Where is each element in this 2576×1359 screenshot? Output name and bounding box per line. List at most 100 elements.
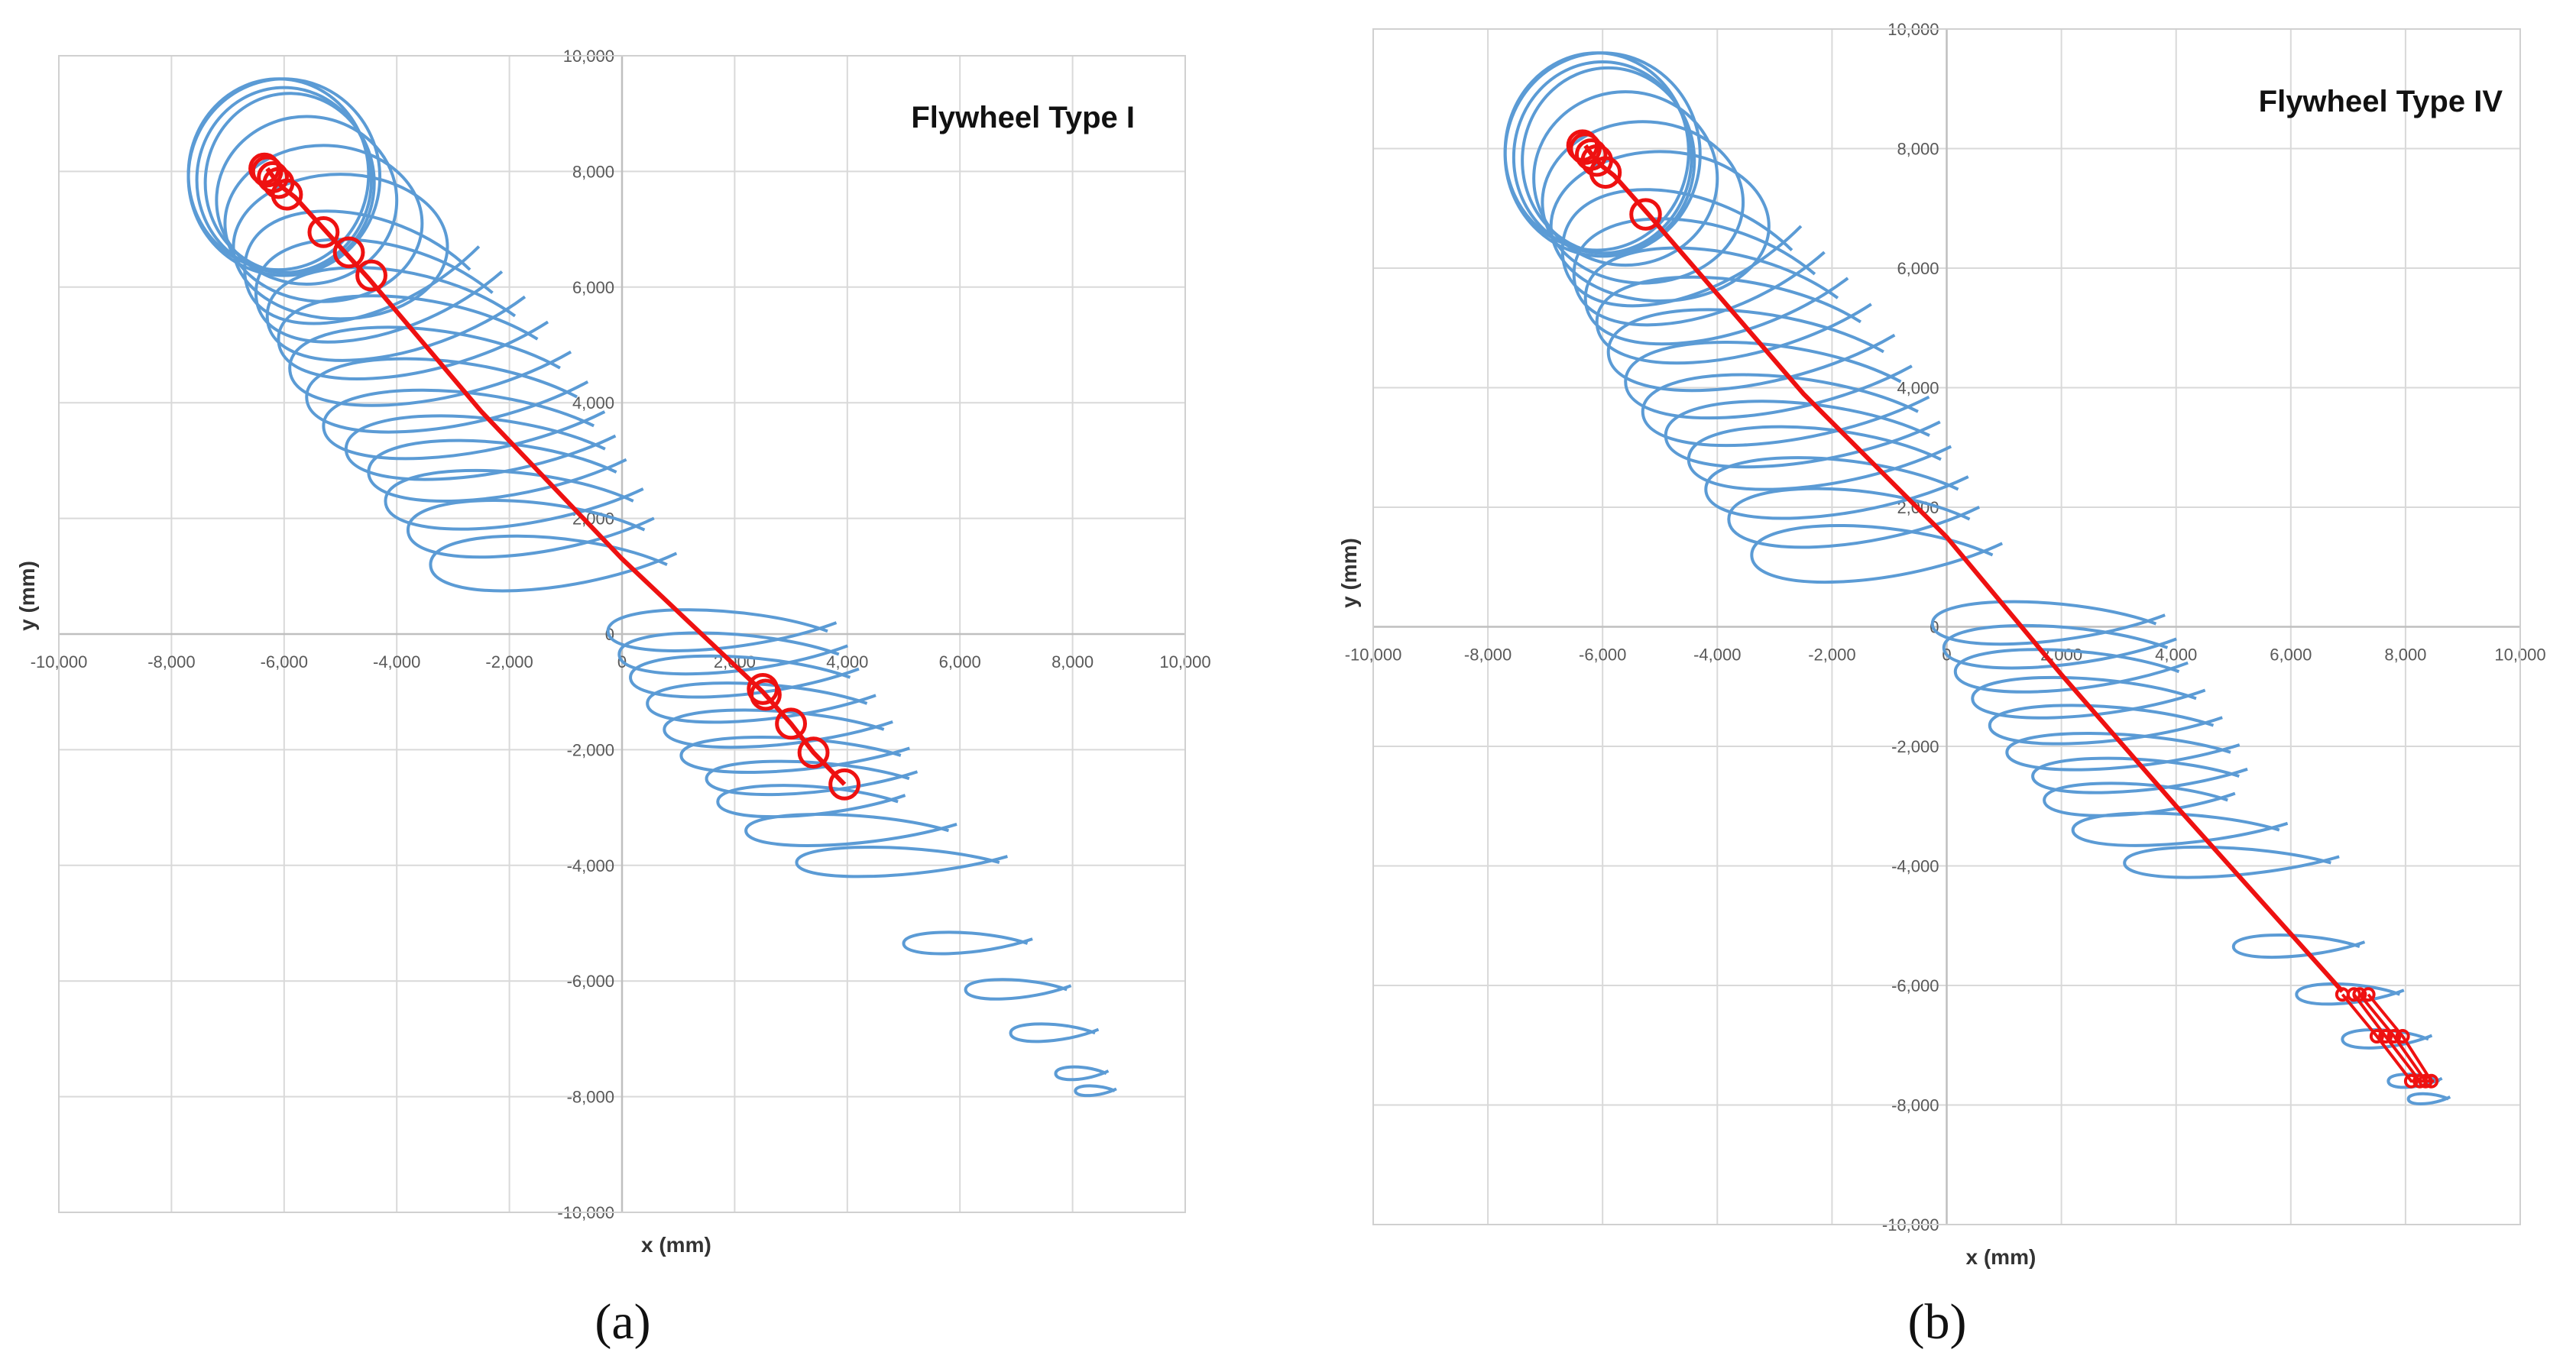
plot-border bbox=[58, 55, 1186, 1213]
center-marker bbox=[271, 178, 303, 211]
end-marker bbox=[2418, 1073, 2433, 1089]
x-tick-label: 4,000 bbox=[826, 652, 868, 671]
center-path bbox=[1583, 144, 2344, 993]
chart-title: Flywheel Type I bbox=[911, 101, 1135, 134]
end-marker bbox=[2361, 987, 2376, 1002]
y-tick-label: 8,000 bbox=[572, 162, 614, 181]
trajectory-loop bbox=[2123, 845, 2340, 879]
end-marker bbox=[2352, 987, 2367, 1002]
trajectory-loop bbox=[1971, 675, 2206, 720]
y-tick-label: 6,000 bbox=[572, 278, 614, 297]
trajectory-loop bbox=[1641, 373, 1930, 448]
trajectory-loop bbox=[203, 92, 376, 274]
trajectory-loop bbox=[2406, 1092, 2451, 1106]
x-tick-label: -4,000 bbox=[1693, 646, 1741, 665]
y-tick-label: -8,000 bbox=[1891, 1096, 1939, 1115]
panel-a: -10,000 -8,000 -6,000 -4,000 -2,000 0 2,000 4,0… bbox=[15, 47, 1211, 1350]
center-marker bbox=[1589, 156, 1622, 189]
x-tick-label: -8,000 bbox=[1464, 646, 1512, 665]
trajectory-loop bbox=[1054, 1065, 1110, 1082]
trajectory-loop bbox=[277, 294, 549, 380]
end-marker bbox=[2378, 1029, 2393, 1044]
y-tick-label: -4,000 bbox=[567, 856, 614, 875]
trajectory-loop bbox=[243, 209, 481, 325]
trajectory-loop bbox=[232, 173, 449, 321]
trajectory-loop bbox=[646, 681, 876, 724]
y-tick-label: -8,000 bbox=[567, 1088, 614, 1107]
trajectory-loop bbox=[1532, 90, 1719, 267]
end-path bbox=[2352, 993, 2422, 1082]
trajectory-loop bbox=[1988, 704, 2223, 746]
trajectory-loop bbox=[1572, 217, 1826, 327]
trajectory-loop bbox=[1595, 275, 1872, 365]
trajectory-loop bbox=[367, 438, 627, 503]
y-tick-label: -2,000 bbox=[567, 740, 614, 759]
panel-b: -10,000 -8,000 -6,000 -4,000 -2,000 0 2,000 4,0… bbox=[1337, 20, 2546, 1350]
trajectory-loop bbox=[288, 325, 572, 407]
y-axis-title: y (mm) bbox=[15, 561, 39, 631]
x-tick-label: -2,000 bbox=[1808, 646, 1855, 665]
panel-label: (b) bbox=[1908, 1294, 1967, 1350]
x-tick-label: 6,000 bbox=[2270, 646, 2312, 665]
trajectory-loop bbox=[186, 77, 371, 272]
center-marker bbox=[775, 707, 808, 740]
trajectory-loop bbox=[1503, 51, 1690, 252]
trajectory-loop bbox=[1750, 523, 2003, 584]
trajectory-loop bbox=[322, 388, 606, 461]
end-marker bbox=[2403, 1073, 2419, 1089]
end-path bbox=[2341, 993, 2435, 1083]
x-tick-label: -6,000 bbox=[261, 652, 308, 671]
x-tick-label: 8,000 bbox=[1051, 652, 1094, 671]
trajectory-loop bbox=[2231, 933, 2366, 959]
trajectory-loop bbox=[1009, 1022, 1100, 1044]
trajectory-loop bbox=[1074, 1084, 1117, 1098]
trajectory-loop bbox=[265, 266, 527, 362]
center-marker bbox=[307, 215, 340, 248]
trajectory-loop bbox=[1727, 487, 1981, 549]
trajectory-loop bbox=[1560, 188, 1803, 308]
trajectory-loop bbox=[384, 468, 644, 531]
x-axis-title: x (mm) bbox=[1966, 1245, 2036, 1269]
center-marker bbox=[750, 678, 782, 711]
y-tick-label: 4,000 bbox=[1897, 379, 1939, 398]
y-tick-label: 6,000 bbox=[1897, 259, 1939, 278]
plot-border bbox=[1372, 28, 2521, 1225]
y-tick-label: -6,000 bbox=[1891, 976, 1939, 995]
chart-title: Flywheel Type IV bbox=[2259, 85, 2503, 118]
trajectory-loop bbox=[2295, 982, 2405, 1006]
trajectory-loop bbox=[964, 978, 1072, 1001]
end-marker bbox=[2395, 1029, 2410, 1044]
x-axis-title: x (mm) bbox=[641, 1233, 711, 1257]
trajectory-loop bbox=[1606, 308, 1896, 393]
trajectory-loop bbox=[744, 813, 957, 847]
trajectory-loop bbox=[716, 784, 906, 819]
trajectory-loop bbox=[1521, 66, 1696, 255]
x-tick-label: -2,000 bbox=[485, 652, 533, 671]
trajectory-loop bbox=[1704, 456, 1969, 520]
trajectory-loop bbox=[406, 499, 655, 559]
y-tick-label: -4,000 bbox=[1891, 857, 1939, 876]
center-marker bbox=[355, 259, 387, 292]
trajectory-loop bbox=[215, 115, 399, 286]
trajectory-loop bbox=[902, 930, 1033, 956]
end-marker bbox=[2386, 1029, 2402, 1044]
y-tick-label: 8,000 bbox=[1897, 140, 1939, 159]
trajectory-loop bbox=[795, 846, 1008, 878]
center-marker bbox=[251, 155, 284, 188]
end-marker bbox=[2369, 1029, 2384, 1044]
y-tick-label: 4,000 bbox=[572, 393, 614, 413]
y-tick-label: -6,000 bbox=[567, 972, 614, 991]
trajectory-loop bbox=[1549, 150, 1771, 303]
x-tick-label: 6,000 bbox=[939, 652, 981, 671]
end-marker bbox=[2346, 987, 2361, 1002]
x-tick-label: -4,000 bbox=[373, 652, 420, 671]
end-marker bbox=[2424, 1073, 2439, 1089]
end-path bbox=[2367, 993, 2433, 1082]
center-marker bbox=[1569, 132, 1602, 165]
trajectory-loop bbox=[617, 631, 848, 676]
trajectory-loop bbox=[606, 608, 838, 652]
trajectory-loop bbox=[1583, 246, 1849, 346]
trajectory-loop bbox=[1953, 648, 2189, 694]
x-tick-label: -8,000 bbox=[147, 652, 195, 671]
